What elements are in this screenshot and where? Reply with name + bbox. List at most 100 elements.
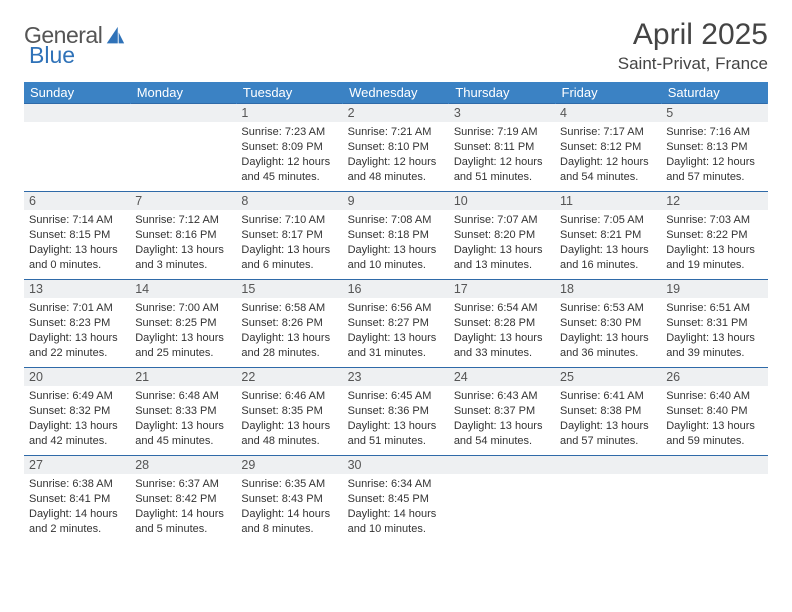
sunset-line: Sunset: 8:23 PM (29, 316, 125, 331)
calendar-page: General April 2025 Saint-Privat, France … (0, 0, 792, 554)
day-details: Sunrise: 6:51 AMSunset: 8:31 PMDaylight:… (661, 298, 767, 364)
sunset-line: Sunset: 8:41 PM (29, 492, 125, 507)
sunset-line: Sunset: 8:31 PM (666, 316, 762, 331)
daylight-line: Daylight: 13 hours and 25 minutes. (135, 331, 231, 361)
day-number: 9 (343, 192, 449, 210)
day-details: Sunrise: 7:21 AMSunset: 8:10 PMDaylight:… (343, 122, 449, 188)
daylight-line: Daylight: 13 hours and 33 minutes. (454, 331, 550, 361)
sunrise-line: Sunrise: 6:49 AM (29, 389, 125, 404)
sunrise-line: Sunrise: 6:38 AM (29, 477, 125, 492)
calendar-week-row: 6Sunrise: 7:14 AMSunset: 8:15 PMDaylight… (24, 192, 768, 280)
day-details: Sunrise: 6:46 AMSunset: 8:35 PMDaylight:… (236, 386, 342, 452)
sunset-line: Sunset: 8:45 PM (348, 492, 444, 507)
sunset-line: Sunset: 8:15 PM (29, 228, 125, 243)
day-number: 14 (130, 280, 236, 298)
calendar-day-cell: 14Sunrise: 7:00 AMSunset: 8:25 PMDayligh… (130, 280, 236, 368)
calendar-week-row: 1Sunrise: 7:23 AMSunset: 8:09 PMDaylight… (24, 104, 768, 192)
day-number: 19 (661, 280, 767, 298)
daylight-line: Daylight: 13 hours and 57 minutes. (560, 419, 656, 449)
day-number: 12 (661, 192, 767, 210)
weekday-header: Monday (130, 82, 236, 104)
weekday-header-row: Sunday Monday Tuesday Wednesday Thursday… (24, 82, 768, 104)
sunset-line: Sunset: 8:09 PM (241, 140, 337, 155)
daylight-line: Daylight: 12 hours and 45 minutes. (241, 155, 337, 185)
sunrise-line: Sunrise: 6:37 AM (135, 477, 231, 492)
calendar-day-cell: 7Sunrise: 7:12 AMSunset: 8:16 PMDaylight… (130, 192, 236, 280)
daylight-line: Daylight: 14 hours and 2 minutes. (29, 507, 125, 537)
sunset-line: Sunset: 8:42 PM (135, 492, 231, 507)
day-details: Sunrise: 7:08 AMSunset: 8:18 PMDaylight:… (343, 210, 449, 276)
calendar-day-cell: 29Sunrise: 6:35 AMSunset: 8:43 PMDayligh… (236, 456, 342, 544)
day-details: Sunrise: 7:17 AMSunset: 8:12 PMDaylight:… (555, 122, 661, 188)
daylight-line: Daylight: 13 hours and 51 minutes. (348, 419, 444, 449)
calendar-day-cell: 6Sunrise: 7:14 AMSunset: 8:15 PMDaylight… (24, 192, 130, 280)
daylight-line: Daylight: 13 hours and 59 minutes. (666, 419, 762, 449)
day-number: 4 (555, 104, 661, 122)
month-title: April 2025 (618, 18, 768, 52)
day-details: Sunrise: 6:38 AMSunset: 8:41 PMDaylight:… (24, 474, 130, 540)
daylight-line: Daylight: 13 hours and 22 minutes. (29, 331, 125, 361)
daylight-line: Daylight: 14 hours and 10 minutes. (348, 507, 444, 537)
sunset-line: Sunset: 8:25 PM (135, 316, 231, 331)
daylight-line: Daylight: 12 hours and 51 minutes. (454, 155, 550, 185)
day-number: 3 (449, 104, 555, 122)
daylight-line: Daylight: 13 hours and 13 minutes. (454, 243, 550, 273)
sunset-line: Sunset: 8:38 PM (560, 404, 656, 419)
day-number: 16 (343, 280, 449, 298)
sunset-line: Sunset: 8:20 PM (454, 228, 550, 243)
sunset-line: Sunset: 8:18 PM (348, 228, 444, 243)
calendar-day-cell: 8Sunrise: 7:10 AMSunset: 8:17 PMDaylight… (236, 192, 342, 280)
weekday-header: Saturday (661, 82, 767, 104)
sunset-line: Sunset: 8:36 PM (348, 404, 444, 419)
sunset-line: Sunset: 8:11 PM (454, 140, 550, 155)
brand-name-2: Blue (29, 42, 75, 69)
sunrise-line: Sunrise: 6:58 AM (241, 301, 337, 316)
sunset-line: Sunset: 8:37 PM (454, 404, 550, 419)
calendar-day-cell: 3 Sunrise: 7:19 AMSunset: 8:11 PMDaylight… (449, 104, 555, 192)
day-details: Sunrise: 6:34 AMSunset: 8:45 PMDaylight:… (343, 474, 449, 540)
daylight-line: Daylight: 13 hours and 54 minutes. (454, 419, 550, 449)
weekday-header: Sunday (24, 82, 130, 104)
sunset-line: Sunset: 8:32 PM (29, 404, 125, 419)
sunset-line: Sunset: 8:16 PM (135, 228, 231, 243)
day-number: 7 (130, 192, 236, 210)
day-details: Sunrise: 6:43 AMSunset: 8:37 PMDaylight:… (449, 386, 555, 452)
daylight-line: Daylight: 13 hours and 45 minutes. (135, 419, 231, 449)
calendar-day-cell: 2Sunrise: 7:21 AMSunset: 8:10 PMDaylight… (343, 104, 449, 192)
sunset-line: Sunset: 8:35 PM (241, 404, 337, 419)
sunrise-line: Sunrise: 6:54 AM (454, 301, 550, 316)
day-details: Sunrise: 7:00 AMSunset: 8:25 PMDaylight:… (130, 298, 236, 364)
sunrise-line: Sunrise: 7:00 AM (135, 301, 231, 316)
calendar-day-cell: 4Sunrise: 7:17 AMSunset: 8:12 PMDaylight… (555, 104, 661, 192)
day-number: 11 (555, 192, 661, 210)
day-number: 30 (343, 456, 449, 474)
day-details: Sunrise: 6:41 AMSunset: 8:38 PMDaylight:… (555, 386, 661, 452)
day-number (661, 456, 767, 474)
calendar-day-cell (449, 456, 555, 544)
sunset-line: Sunset: 8:43 PM (241, 492, 337, 507)
calendar-day-cell: 19Sunrise: 6:51 AMSunset: 8:31 PMDayligh… (661, 280, 767, 368)
day-details: Sunrise: 6:35 AMSunset: 8:43 PMDaylight:… (236, 474, 342, 540)
sunset-line: Sunset: 8:12 PM (560, 140, 656, 155)
calendar-day-cell: 22Sunrise: 6:46 AMSunset: 8:35 PMDayligh… (236, 368, 342, 456)
day-details: Sunrise: 7:23 AMSunset: 8:09 PMDaylight:… (236, 122, 342, 188)
day-number: 26 (661, 368, 767, 386)
day-number: 25 (555, 368, 661, 386)
day-details: Sunrise: 7:05 AMSunset: 8:21 PMDaylight:… (555, 210, 661, 276)
calendar-day-cell: 20Sunrise: 6:49 AMSunset: 8:32 PMDayligh… (24, 368, 130, 456)
calendar-week-row: 27Sunrise: 6:38 AMSunset: 8:41 PMDayligh… (24, 456, 768, 544)
day-details: Sunrise: 7:14 AMSunset: 8:15 PMDaylight:… (24, 210, 130, 276)
day-details: Sunrise: 6:48 AMSunset: 8:33 PMDaylight:… (130, 386, 236, 452)
daylight-line: Daylight: 12 hours and 57 minutes. (666, 155, 762, 185)
sunrise-line: Sunrise: 7:19 AM (454, 125, 550, 140)
sunrise-line: Sunrise: 6:46 AM (241, 389, 337, 404)
day-number (555, 456, 661, 474)
sunrise-line: Sunrise: 6:45 AM (348, 389, 444, 404)
sunrise-line: Sunrise: 6:53 AM (560, 301, 656, 316)
sunset-line: Sunset: 8:27 PM (348, 316, 444, 331)
sunset-line: Sunset: 8:40 PM (666, 404, 762, 419)
calendar-day-cell: 10Sunrise: 7:07 AMSunset: 8:20 PMDayligh… (449, 192, 555, 280)
daylight-line: Daylight: 13 hours and 3 minutes. (135, 243, 231, 273)
calendar-day-cell (555, 456, 661, 544)
calendar-day-cell: 9Sunrise: 7:08 AMSunset: 8:18 PMDaylight… (343, 192, 449, 280)
